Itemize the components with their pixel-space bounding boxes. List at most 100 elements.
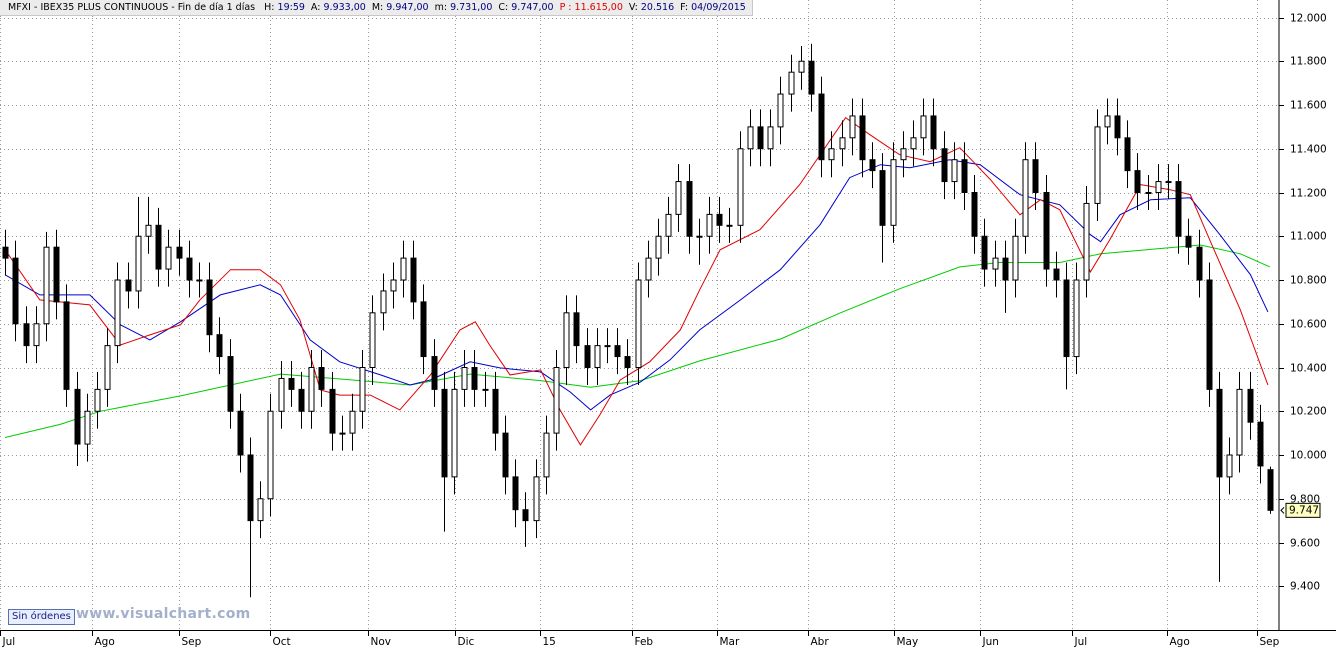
candle-body (1032, 159, 1039, 193)
candle-body (155, 224, 162, 270)
candle-body (482, 388, 489, 391)
candle-body (930, 115, 937, 150)
header-field: m: 9.731,00 (435, 2, 493, 13)
candle-body (53, 246, 60, 303)
candle-body (502, 432, 509, 478)
field-label: A: (310, 2, 321, 13)
candle-body (747, 126, 754, 150)
y-tick-label: 10.400 (1290, 363, 1327, 375)
y-tick-label: 11.400 (1290, 144, 1327, 156)
candle-body (1094, 126, 1101, 204)
candle-body (1104, 115, 1111, 128)
field-label: V: (628, 2, 638, 13)
candle-body (278, 377, 285, 412)
candle-body (614, 345, 621, 358)
candle-body (63, 301, 70, 390)
candle-body (1124, 137, 1131, 172)
candle-body (869, 159, 876, 172)
candle-body (2, 246, 9, 259)
candle-body (390, 279, 397, 292)
candle-body (1216, 388, 1223, 478)
candle-body (196, 279, 203, 282)
x-tick-label: Dic (458, 636, 475, 648)
candle-body (522, 509, 529, 522)
y-tick-label: 11.600 (1290, 100, 1327, 112)
candle-body (696, 235, 703, 238)
field-value: 20.516 (640, 2, 675, 13)
candle-body (563, 312, 570, 368)
candle-body (726, 224, 733, 227)
candle-body (1145, 192, 1152, 194)
header-field: A: 9.933,00 (311, 2, 366, 13)
candle-body (992, 257, 999, 270)
candle-body (604, 345, 611, 348)
candles (2, 43, 1274, 598)
candle-body (359, 367, 366, 412)
x-tick-label: Jul (1074, 636, 1088, 648)
candle-body (288, 377, 295, 390)
candle-body (716, 213, 723, 226)
candle-body (584, 345, 591, 368)
candle-body (176, 246, 183, 259)
candle-body (1053, 268, 1060, 281)
header-bar: MFXI - IBEX35 PLUS CONTINUOUS - Fin de d… (0, 0, 753, 16)
y-tick-label: 12.000 (1290, 13, 1327, 25)
field-value: 9.731,00 (450, 2, 493, 13)
field-label: M: (371, 2, 384, 13)
x-tick-label: Jun (982, 636, 999, 648)
candle-body (849, 115, 856, 139)
last-value-label: 9.747 (1289, 504, 1319, 516)
candle-body (23, 323, 30, 347)
candle-body (1063, 279, 1070, 358)
candle-body (553, 367, 560, 434)
candle-body (104, 345, 111, 390)
y-tick-label: 11.200 (1290, 188, 1327, 200)
moving-averages (4, 117, 1271, 446)
header-field: M: 9.947,00 (372, 2, 429, 13)
candle-body (808, 60, 815, 95)
candle-body (1226, 454, 1233, 478)
candle-body (145, 224, 152, 237)
y-tick-label: 11.800 (1290, 56, 1327, 68)
field-label: F: (680, 2, 689, 13)
candle-body (624, 356, 631, 368)
last-value-box (1285, 502, 1321, 518)
x-tick-label: Sep (182, 636, 202, 648)
candle-body (43, 246, 50, 325)
moving-average-line (4, 117, 1269, 446)
candle-body (920, 115, 927, 139)
candle-body (1175, 181, 1182, 237)
candle-body (818, 93, 825, 161)
x-tick-label: Abr (811, 636, 830, 648)
candle-body (380, 290, 387, 314)
candle-body (757, 126, 764, 150)
candle-body (594, 345, 601, 368)
candle-body (1206, 279, 1213, 390)
candle-body (971, 192, 978, 237)
x-tick-label: Sep (1260, 636, 1280, 648)
field-value: 19:59 (277, 2, 305, 13)
candle-body (1012, 235, 1019, 281)
candle-body (33, 323, 40, 347)
candle-body (318, 367, 325, 390)
candle-body (737, 148, 744, 226)
candle-body (1155, 181, 1162, 193)
x-tick-label: 15 (543, 636, 556, 648)
candle-body (410, 257, 417, 303)
x-tick-label: Mar (720, 636, 740, 648)
candle-body (839, 137, 846, 150)
candle-body (135, 235, 142, 292)
candle-body (492, 388, 499, 434)
candle-body (12, 257, 19, 325)
candle-body (890, 159, 897, 226)
candle-body (114, 279, 121, 347)
candle-body (777, 93, 784, 128)
y-tick-label: 10.200 (1290, 406, 1327, 418)
candle-body (1083, 202, 1090, 281)
candle-body (165, 246, 172, 270)
candle-body (237, 410, 244, 456)
order-status[interactable]: Sin órdenes (8, 609, 75, 625)
candle-body (1247, 388, 1254, 423)
header-field: H: 19:59 (264, 2, 305, 13)
candle-body (573, 312, 580, 347)
